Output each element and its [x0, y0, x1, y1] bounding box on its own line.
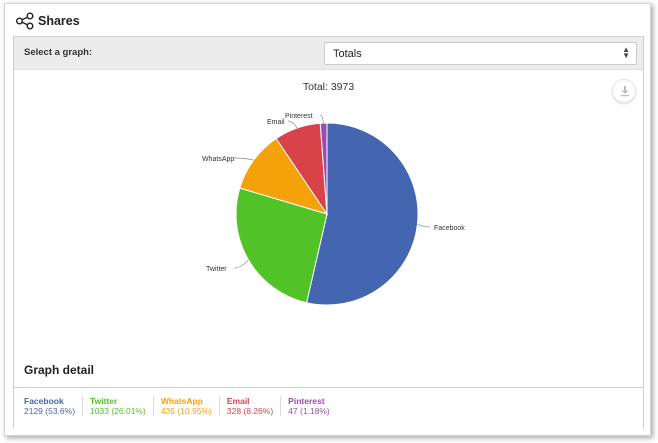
graph-detail-legend: Facebook 2129 (53.6%) Twitter 1033 (26.01%)…: [24, 396, 337, 416]
legend-name: Facebook: [24, 396, 64, 406]
legend-item-whatsapp: WhatsApp 435 (10.95%): [152, 396, 219, 416]
legend-value: 2129 (53.6%): [24, 406, 76, 416]
graph-detail-bar: Facebook 2129 (53.6%) Twitter 1033 (26.01%)…: [14, 387, 643, 429]
pie-label-whatsapp: WhatsApp: [202, 156, 234, 163]
legend-item-pinterest: Pinterest 47 (1.18%): [280, 396, 337, 416]
select-arrows-icon: ▲ ▼: [622, 45, 630, 60]
panel-header: Shares: [15, 10, 80, 32]
pie-label-email: Email: [267, 119, 285, 126]
legend-name: Twitter: [90, 396, 118, 406]
pie-connector-facebook: [417, 223, 431, 228]
page-title: Shares: [38, 14, 80, 28]
legend-name: Pinterest: [288, 396, 325, 406]
legend-value: 435 (10.95%): [160, 406, 212, 416]
graph-frame: Select a graph: Totals ▲ ▼ Total: 3973 Fa…: [13, 36, 644, 429]
legend-item-twitter: Twitter 1033 (26.01%): [82, 396, 153, 416]
legend-value: 328 (8.26%): [226, 406, 274, 416]
pie-slice-facebook[interactable]: [305, 122, 419, 306]
pie-label-twitter: Twitter: [206, 266, 227, 273]
graph-detail-title: Graph detail: [24, 363, 95, 377]
legend-value: 47 (1.18%): [288, 406, 330, 416]
legend-name: WhatsApp: [160, 396, 203, 406]
graph-select-value: Totals: [333, 48, 362, 60]
pie-label-facebook: Facebook: [434, 225, 465, 232]
pie-slice-twitter[interactable]: [235, 187, 328, 304]
shares-panel: Shares Select a graph: Totals ▲ ▼ Total: …: [4, 3, 651, 436]
pie-connector-email: [287, 120, 298, 129]
graph-selector-bar: Select a graph: Totals ▲ ▼: [14, 37, 643, 70]
graph-select-label: Select a graph:: [24, 47, 93, 58]
download-icon: [621, 86, 629, 97]
legend-value: 1033 (26.01%): [90, 406, 146, 416]
graph-select[interactable]: Totals ▲ ▼: [324, 42, 637, 65]
legend-name: Email: [226, 396, 250, 406]
pie-connector-twitter: [234, 259, 249, 269]
legend-item-facebook: Facebook 2129 (53.6%): [24, 396, 82, 416]
download-button[interactable]: [612, 79, 636, 103]
pie-connector-pinterest: [320, 114, 324, 124]
chart-total: Total: 3973: [302, 81, 355, 93]
legend-item-email: Email 328 (8.26%): [218, 396, 280, 416]
share-icon: [16, 12, 34, 30]
pie-label-pinterest: Pinterest: [285, 113, 313, 120]
pie-connector-whatsapp: [233, 157, 254, 161]
